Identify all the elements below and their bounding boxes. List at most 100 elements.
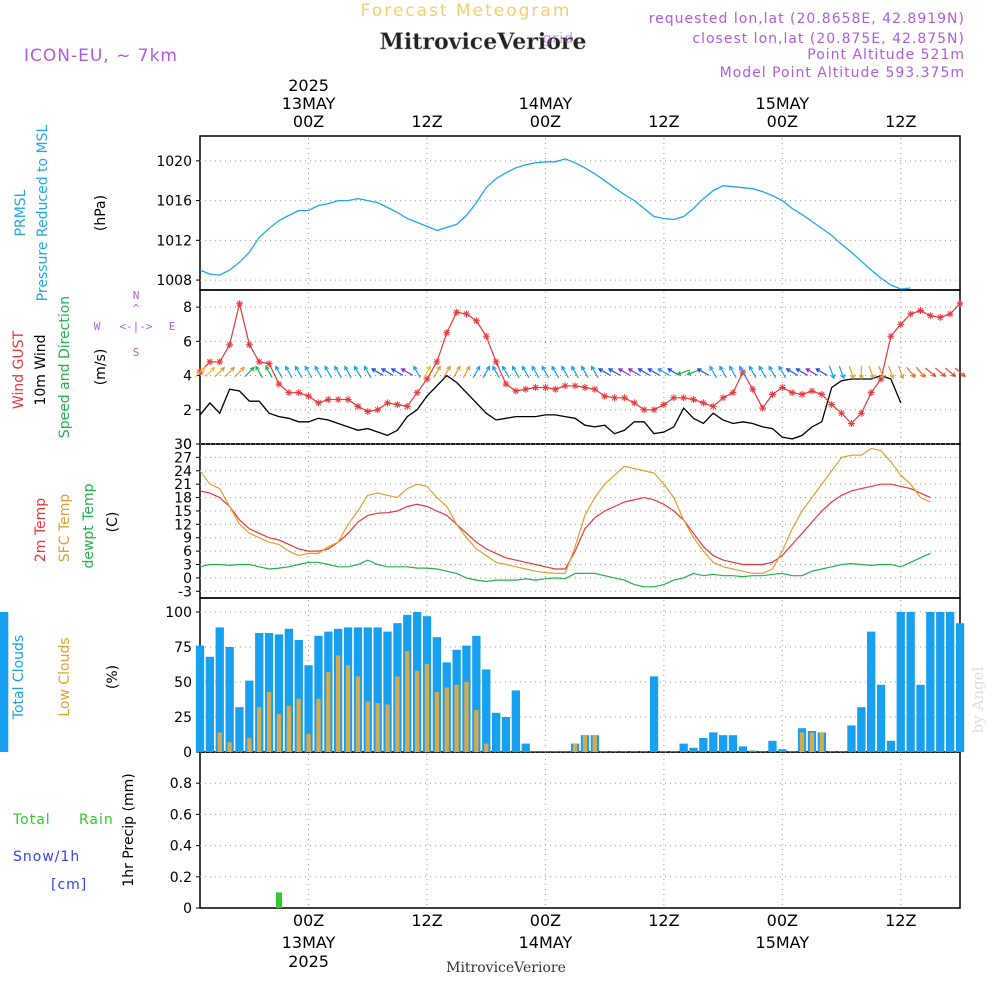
y-tick-label: 0 bbox=[183, 437, 192, 453]
gust-marker bbox=[245, 341, 253, 349]
gust-marker bbox=[828, 401, 836, 409]
low-cloud-bar bbox=[415, 670, 420, 752]
y-tick-label: 12 bbox=[174, 517, 192, 533]
gust-marker bbox=[275, 380, 283, 388]
total-cloud-bar bbox=[876, 684, 886, 752]
gust-marker bbox=[226, 341, 234, 349]
y-tick-label: 1020 bbox=[156, 154, 192, 170]
gust-marker bbox=[788, 389, 796, 397]
wind-direction-arrow bbox=[363, 365, 372, 379]
gust-marker bbox=[354, 402, 362, 410]
gust-marker bbox=[857, 409, 865, 417]
total-cloud-bar bbox=[511, 690, 520, 752]
wind-direction-arrow bbox=[423, 365, 431, 379]
total-cloud-bar bbox=[600, 751, 609, 752]
total-cloud-bar bbox=[235, 707, 244, 752]
gust-marker bbox=[413, 389, 421, 397]
wind-direction-arrow bbox=[657, 368, 670, 376]
total-cloud-bar bbox=[255, 633, 264, 752]
total-cloud-bar bbox=[867, 631, 876, 752]
gust-marker bbox=[926, 312, 934, 320]
gust-marker bbox=[305, 392, 313, 400]
wind-direction-arrow bbox=[778, 365, 787, 379]
wind-direction-arrow bbox=[729, 365, 737, 379]
wind-direction-arrow bbox=[214, 366, 226, 378]
y-tick-label: 24 bbox=[174, 464, 192, 480]
total-cloud-bar bbox=[304, 665, 313, 752]
gust-marker bbox=[285, 389, 293, 397]
gust-marker bbox=[561, 382, 569, 390]
gust-marker bbox=[699, 399, 707, 407]
gust-marker bbox=[265, 360, 273, 368]
gust-marker bbox=[798, 390, 806, 398]
y-tick-label: 4 bbox=[183, 369, 192, 385]
requested-coords: requested lon,lat (20.8658E, 42.8919N) bbox=[649, 11, 965, 27]
gust-marker bbox=[571, 382, 579, 390]
total-cloud-bar bbox=[284, 628, 293, 752]
total-cloud-bar bbox=[245, 680, 254, 752]
wind-direction-arrow bbox=[344, 365, 352, 379]
chart-marks: 100810121016102002468-303691215182124273… bbox=[0, 76, 966, 971]
low-cloud-bar bbox=[809, 732, 815, 752]
low-cloud-bar bbox=[257, 707, 262, 752]
pressure-line bbox=[199, 158, 911, 290]
wind-direction-arrow bbox=[324, 365, 333, 379]
total-cloud-bar bbox=[778, 749, 787, 752]
wind-direction-arrow bbox=[906, 366, 916, 379]
wind-direction-arrow bbox=[686, 369, 700, 376]
gust-marker bbox=[374, 406, 382, 414]
gust-marker bbox=[443, 329, 451, 337]
bottom-date-day: 13MAY bbox=[282, 933, 336, 952]
wind-direction-arrow bbox=[265, 365, 273, 379]
low-cloud-bar bbox=[582, 735, 588, 752]
total-cloud-bar bbox=[926, 612, 935, 752]
total-cloud-bar bbox=[0, 612, 9, 752]
low-cloud-bar bbox=[355, 676, 361, 752]
precip-snow-unit: [cm] bbox=[51, 877, 87, 893]
wind-direction-arrow bbox=[888, 365, 895, 380]
gust-marker bbox=[462, 310, 470, 318]
gust-marker bbox=[334, 396, 342, 404]
total-cloud-bar bbox=[906, 612, 915, 752]
wind-direction-arrow bbox=[413, 365, 421, 379]
wind-direction-arrow bbox=[314, 365, 323, 379]
wind-direction-arrow bbox=[898, 365, 905, 380]
total-cloud-bar bbox=[955, 623, 965, 752]
total-cloud-bar bbox=[748, 750, 757, 752]
total-cloud-bar bbox=[492, 712, 501, 752]
top-time-tick: 12Z bbox=[885, 112, 916, 131]
total-cloud-bar bbox=[501, 717, 511, 752]
low-cloud-bar bbox=[434, 691, 439, 752]
gust-marker bbox=[512, 387, 520, 395]
total-cloud-bar bbox=[699, 738, 708, 752]
total-cloud-bar bbox=[205, 656, 214, 752]
low-cloud-bar bbox=[464, 682, 469, 752]
y-tick-label: 25 bbox=[174, 710, 192, 726]
temp-2m-label: 2m Temp bbox=[33, 498, 49, 562]
gust-marker bbox=[522, 385, 530, 393]
panel-frame-pressure bbox=[199, 135, 961, 291]
gust-marker bbox=[403, 402, 411, 410]
low-cloud-bar bbox=[484, 743, 489, 752]
gust-marker bbox=[601, 392, 609, 400]
y-tick-label: 9 bbox=[183, 531, 192, 547]
bottom-date-year: 2025 bbox=[288, 952, 329, 971]
total-cloud-bar bbox=[837, 751, 846, 752]
y-tick-label: 6 bbox=[183, 334, 192, 350]
low-cloud-bar bbox=[227, 742, 232, 752]
low-cloud-bar bbox=[572, 743, 578, 752]
wind-direction-arrow bbox=[709, 365, 718, 379]
y-tick-label: 0 bbox=[183, 901, 192, 917]
total-cloud-bar bbox=[620, 751, 629, 752]
y-tick-label: 1008 bbox=[156, 273, 192, 289]
gust-marker bbox=[433, 358, 441, 366]
gust-marker bbox=[956, 300, 964, 308]
location-title: MitroviceVeriore bbox=[380, 29, 587, 55]
top-date-day: 13MAY bbox=[282, 94, 336, 113]
wind-direction-arrow bbox=[551, 365, 560, 379]
temp-sfc-label: SFC Temp bbox=[57, 494, 73, 563]
precip-unit: 1hr Precip (mm) bbox=[121, 773, 137, 886]
wind-direction-arrow bbox=[878, 365, 885, 380]
rain-bar bbox=[276, 892, 282, 908]
y-tick-label: 75 bbox=[174, 640, 192, 656]
